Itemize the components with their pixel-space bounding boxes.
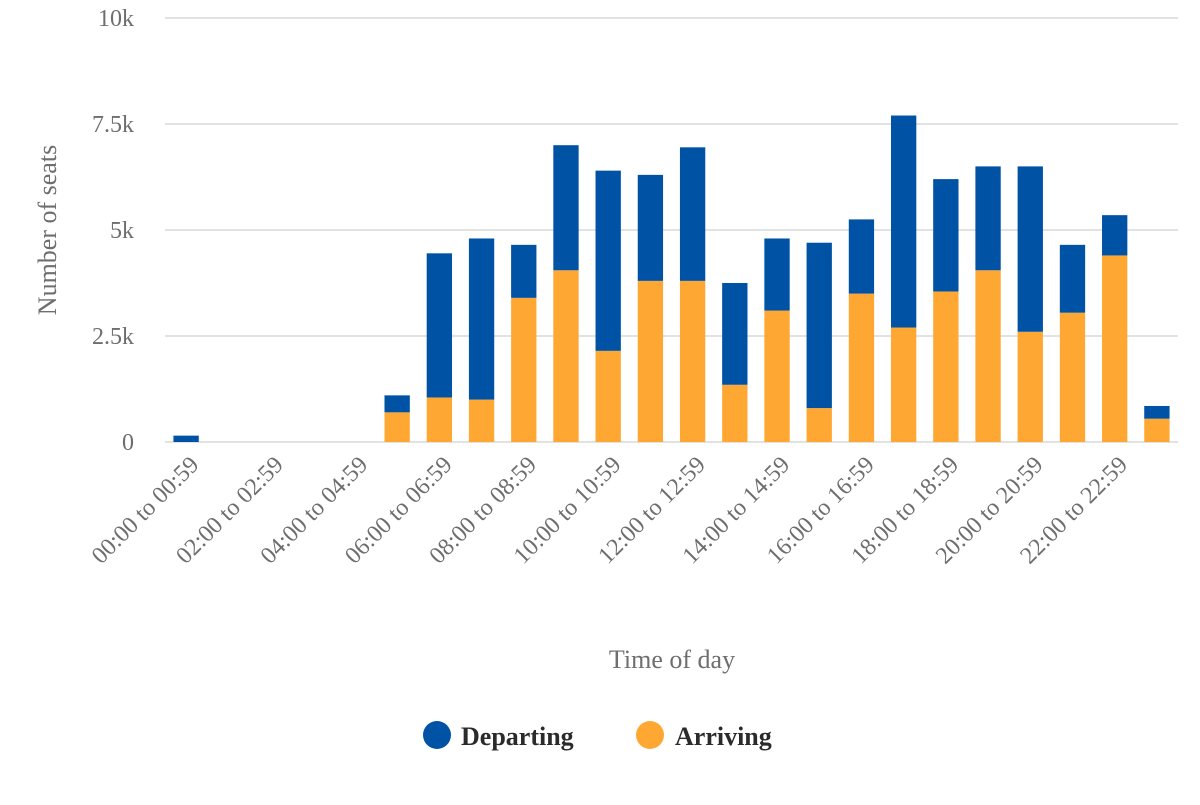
bar-departing-10-00-to-10-59: [595, 170, 621, 351]
bar-departing-09-00-to-09-59: [553, 145, 579, 271]
bar-arriving-13-00-to-13-59: [722, 384, 748, 442]
legend-label-arriving: Arriving: [675, 722, 772, 751]
bar-arriving-11-00-to-11-59: [637, 280, 664, 442]
bar-departing-12-00-to-12-59: [679, 147, 706, 281]
bar-departing-17-00-to-17-59: [890, 115, 917, 328]
bar-departing-23-00-to-23-59: [1144, 405, 1170, 419]
bar-departing-11-00-to-11-59: [637, 174, 664, 281]
bar-arriving-07-00-to-07-59: [468, 399, 495, 442]
bar-arriving-21-00-to-21-59: [1059, 312, 1086, 442]
bar-departing-19-00-to-19-59: [975, 166, 1001, 271]
bar-arriving-17-00-to-17-59: [890, 327, 917, 442]
y-axis-ticks: 0 2.5k 5k 7.5k 10k: [92, 6, 134, 456]
bar-departing-20-00-to-20-59: [1017, 166, 1043, 332]
y-axis-title: Number of seats: [33, 145, 62, 315]
gridlines: [165, 17, 1178, 443]
legend-swatch-arriving: [636, 721, 664, 749]
bar-arriving-09-00-to-09-59: [553, 270, 579, 442]
x-axis-title: Time of day: [609, 645, 735, 674]
bar-arriving-10-00-to-10-59: [595, 350, 621, 442]
bar-arriving-14-00-to-14-59: [764, 310, 790, 442]
bar-departing-06-00-to-06-59: [426, 253, 453, 398]
legend-swatch-departing: [423, 721, 451, 749]
bar-departing-18-00-to-18-59: [933, 179, 959, 292]
bar-departing-21-00-to-21-59: [1059, 244, 1086, 313]
bar-arriving-16-00-to-16-59: [848, 293, 875, 442]
legend-label-departing: Departing: [461, 722, 574, 751]
bar-departing-05-00-to-05-59: [384, 395, 410, 413]
y-tick-label-0: 0: [122, 430, 134, 456]
bar-departing-13-00-to-13-59: [722, 283, 748, 385]
y-tick-label-2-5k: 2.5k: [92, 324, 134, 350]
y-tick-label-10k: 10k: [98, 6, 134, 32]
bar-arriving-06-00-to-06-59: [426, 397, 453, 442]
bar-departing-14-00-to-14-59: [764, 238, 790, 311]
legend: Departing Arriving: [423, 721, 772, 751]
bar-departing-15-00-to-15-59: [806, 242, 832, 409]
bar-arriving-20-00-to-20-59: [1017, 331, 1043, 442]
bar-arriving-08-00-to-08-59: [511, 297, 537, 442]
bar-arriving-23-00-to-23-59: [1144, 418, 1170, 442]
y-tick-label-7-5k: 7.5k: [92, 112, 134, 138]
bar-arriving-05-00-to-05-59: [384, 412, 410, 442]
bar-departing-16-00-to-16-59: [848, 219, 875, 294]
bar-departing-00-00-to-00-59: [173, 435, 199, 442]
bar-departing-07-00-to-07-59: [468, 238, 495, 400]
bars: [173, 115, 1170, 442]
bar-departing-08-00-to-08-59: [511, 244, 537, 298]
y-tick-label-5k: 5k: [110, 218, 134, 244]
bar-arriving-19-00-to-19-59: [975, 270, 1001, 442]
bar-arriving-18-00-to-18-59: [933, 291, 959, 442]
bar-arriving-22-00-to-22-59: [1102, 255, 1128, 442]
bar-departing-22-00-to-22-59: [1102, 215, 1128, 256]
bar-arriving-12-00-to-12-59: [679, 280, 706, 442]
bar-arriving-15-00-to-15-59: [806, 408, 832, 442]
